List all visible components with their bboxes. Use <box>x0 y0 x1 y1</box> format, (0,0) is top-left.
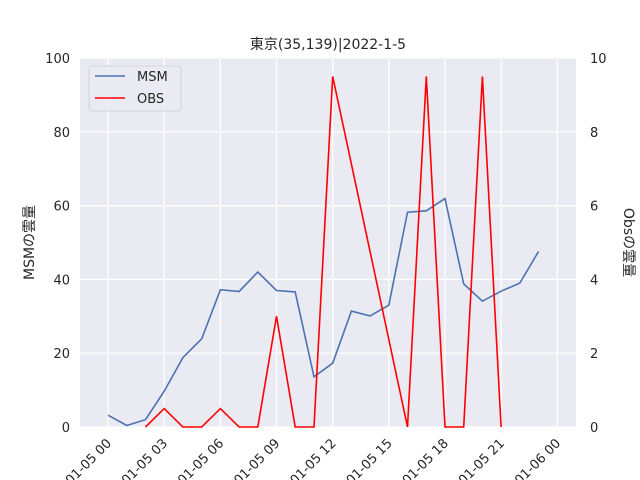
grid <box>80 57 576 428</box>
y-tick-label-right: 8 <box>590 126 598 141</box>
y-tick-label-left: 60 <box>53 200 70 215</box>
plot-area <box>80 58 576 427</box>
y-tick-label-left: 20 <box>53 347 70 362</box>
y-tick-label-right: 2 <box>590 347 598 362</box>
y-tick-label-right: 6 <box>590 200 598 215</box>
y-tick-label-left: 0 <box>62 421 70 436</box>
y-tick-label-right: 0 <box>590 421 598 436</box>
legend-label-obs: OBS <box>137 92 164 107</box>
y-tick-label-left: 80 <box>53 126 70 141</box>
series-line-msm <box>107 197 540 427</box>
y-axis-label-right: Obsの雲量 <box>620 208 636 277</box>
series-line-obs <box>144 76 502 428</box>
legend-box <box>88 65 182 112</box>
y-tick-label-left: 100 <box>45 52 70 67</box>
y-tick-label-left: 40 <box>53 273 70 288</box>
legend: MSM OBS <box>88 65 182 112</box>
y-tick-label-right: 10 <box>590 52 607 67</box>
y-axis-label-left: MSMの雲量 <box>22 205 38 280</box>
legend-label-msm: MSM <box>137 70 168 85</box>
y-tick-label-right: 4 <box>590 273 598 288</box>
series-layer <box>107 76 540 428</box>
chart-title: 東京(35,139)|2022-1-5 <box>250 37 406 53</box>
